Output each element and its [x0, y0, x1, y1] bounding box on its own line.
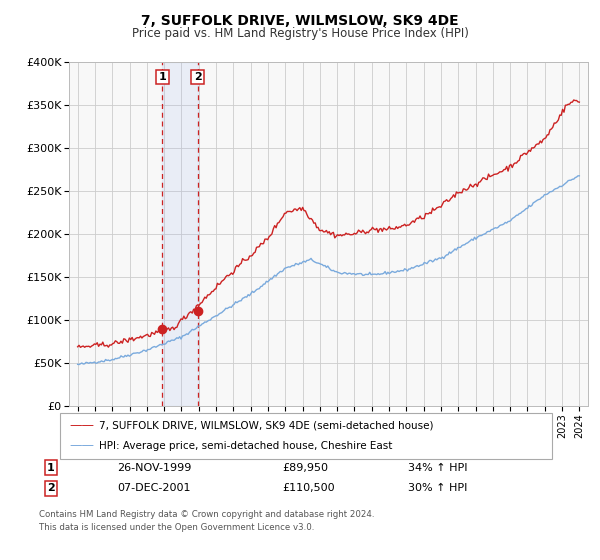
Text: ——: —— [69, 439, 94, 452]
Text: 26-NOV-1999: 26-NOV-1999 [117, 463, 191, 473]
Bar [163, 62, 197, 406]
Text: 7, SUFFOLK DRIVE, WILMSLOW, SK9 4DE: 7, SUFFOLK DRIVE, WILMSLOW, SK9 4DE [141, 14, 459, 28]
Text: ——: —— [69, 419, 94, 432]
Text: 2: 2 [194, 72, 202, 82]
Text: 1: 1 [158, 72, 166, 82]
Text: This data is licensed under the Open Government Licence v3.0.: This data is licensed under the Open Gov… [39, 523, 314, 532]
Text: £110,500: £110,500 [282, 483, 335, 493]
Text: HPI: Average price, semi-detached house, Cheshire East: HPI: Average price, semi-detached house,… [99, 441, 392, 451]
Text: 1: 1 [47, 463, 55, 473]
Text: Price paid vs. HM Land Registry's House Price Index (HPI): Price paid vs. HM Land Registry's House … [131, 27, 469, 40]
Text: 7, SUFFOLK DRIVE, WILMSLOW, SK9 4DE (semi-detached house): 7, SUFFOLK DRIVE, WILMSLOW, SK9 4DE (sem… [99, 421, 433, 431]
Text: 30% ↑ HPI: 30% ↑ HPI [408, 483, 467, 493]
Text: 2: 2 [47, 483, 55, 493]
Text: 07-DEC-2001: 07-DEC-2001 [117, 483, 191, 493]
Text: Contains HM Land Registry data © Crown copyright and database right 2024.: Contains HM Land Registry data © Crown c… [39, 510, 374, 519]
Text: 34% ↑ HPI: 34% ↑ HPI [408, 463, 467, 473]
Text: £89,950: £89,950 [282, 463, 328, 473]
